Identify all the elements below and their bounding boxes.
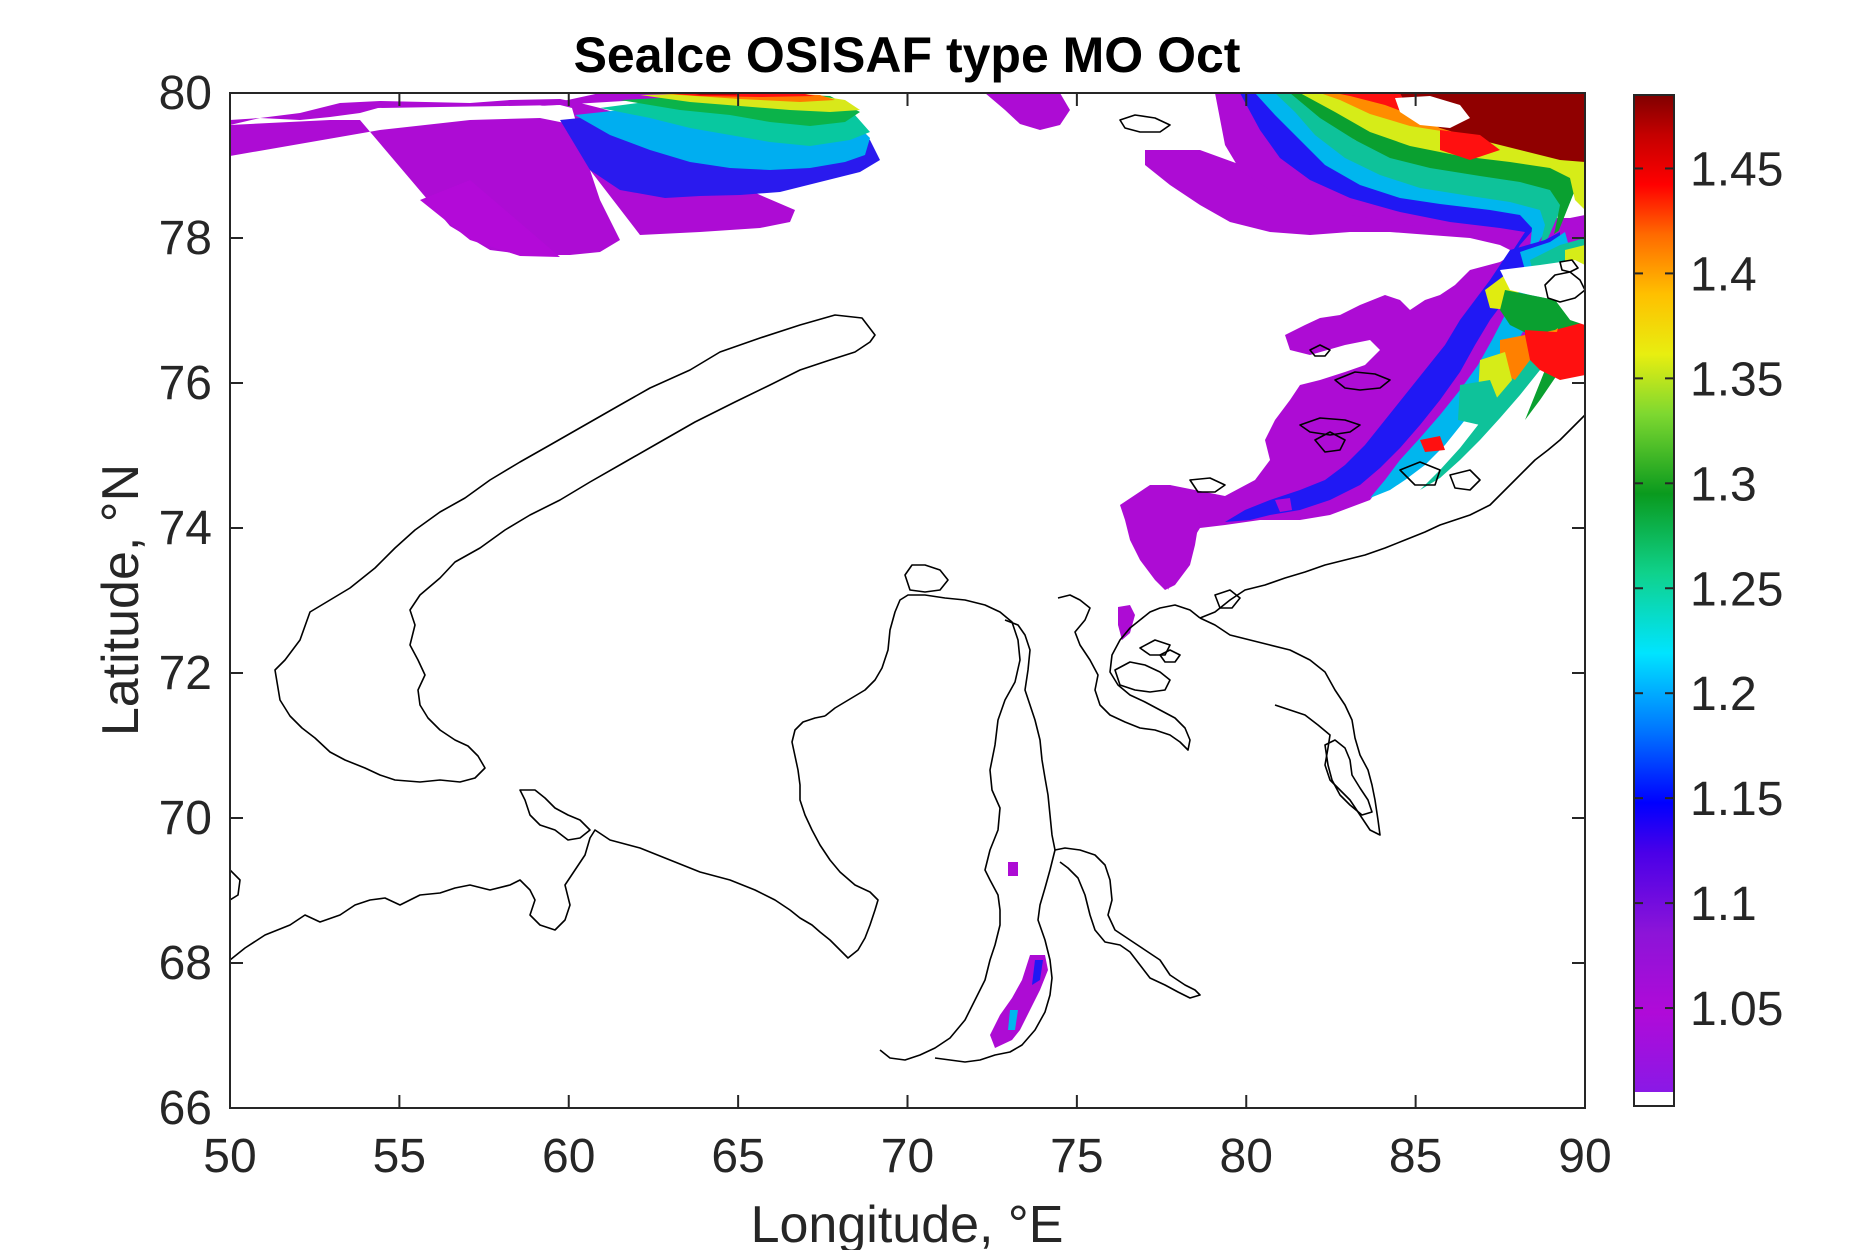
x-tick-label: 70 <box>881 1130 934 1183</box>
y-tick-label: 72 <box>159 647 212 700</box>
x-axis-label: Longitude, °E <box>751 1196 1064 1250</box>
colorbar-tick-label: 1.35 <box>1690 353 1783 406</box>
coastline-nordenskiold <box>1399 461 1481 491</box>
y-tick-label: 78 <box>159 212 212 265</box>
y-axis-label: Latitude, °N <box>92 464 150 736</box>
ice-region-kara-bits <box>1118 498 1292 640</box>
x-axis: 50 55 60 65 70 75 80 85 90 <box>203 93 1612 1183</box>
colorbar-tick-label: 1.15 <box>1690 773 1783 826</box>
colorbar-tick-label: 1.3 <box>1690 458 1757 511</box>
coastline-novaya-zemlya <box>274 314 876 783</box>
coastline-gydan <box>1057 594 1201 751</box>
ice-region-severnaya-zemlya <box>1145 93 1585 330</box>
plot-area <box>230 93 1585 1108</box>
x-tick-label: 75 <box>1050 1130 1103 1183</box>
x-tick-label: 55 <box>373 1130 426 1183</box>
x-tick-label: 85 <box>1389 1130 1442 1183</box>
y-tick-label: 68 <box>159 937 212 990</box>
y-tick-label: 70 <box>159 792 212 845</box>
y-tick-label: 66 <box>159 1082 212 1135</box>
y-tick-label: 76 <box>159 357 212 410</box>
colorbar-tick-label: 1.05 <box>1690 983 1783 1036</box>
coastline-sergeya-kirova <box>1334 371 1391 391</box>
ice-region-kara-northeast <box>1120 222 1585 590</box>
colorbar: 1.05 1.1 1.15 1.2 1.25 1.3 1.35 1.4 1.45 <box>1633 94 1783 1107</box>
colorbar-tick-label: 1.1 <box>1690 878 1757 931</box>
coastline-ushakov-islands <box>1309 344 1331 357</box>
coastline-isachenko <box>1189 477 1226 493</box>
coastline-vize-island <box>1299 417 1361 436</box>
colorbar-tick-label: 1.25 <box>1690 563 1783 616</box>
y-axis: 66 68 70 72 74 76 78 80 <box>159 67 1585 1135</box>
x-tick-label: 90 <box>1558 1130 1611 1183</box>
ice-region-northwest <box>230 99 795 257</box>
coastline-gydan-islands <box>1114 649 1181 693</box>
coastlines <box>230 114 1585 1063</box>
coastline-ob-gulf-east <box>934 619 1056 1063</box>
coastline-kanin <box>519 789 591 841</box>
colorbar-nodata <box>1634 1092 1674 1106</box>
x-tick-label: 80 <box>1220 1130 1273 1183</box>
colorbar-ticks: 1.05 1.1 1.15 1.2 1.25 1.3 1.35 1.4 1.45 <box>1634 143 1783 1036</box>
coastline-kanin-tip <box>230 869 241 901</box>
y-tick-label: 74 <box>159 502 212 555</box>
coastline-taz <box>1054 847 1201 999</box>
colorbar-tick-label: 1.45 <box>1690 143 1783 196</box>
coastline-yenisei-islands <box>1324 739 1373 816</box>
coastline-taymyr <box>1199 617 1381 836</box>
chart-title: SeaIce OSISAF type MO Oct <box>574 27 1241 83</box>
colorbar-gradient <box>1634 95 1674 1092</box>
coastline-taymyr-north <box>1199 414 1585 619</box>
x-tick-label: 60 <box>542 1130 595 1183</box>
colorbar-frame <box>1633 94 1675 1107</box>
x-tick-label: 65 <box>711 1130 764 1183</box>
ice-region-ob-gulf <box>990 862 1048 1048</box>
coastline-franz-josef-land <box>1119 114 1171 133</box>
colorbar-tick-label: 1.4 <box>1690 248 1757 301</box>
sea-ice-layer <box>230 93 1585 1048</box>
x-tick-label: 50 <box>203 1130 256 1183</box>
coastline-yamal <box>824 594 1021 1061</box>
coastline-kara-islands <box>1139 431 1346 656</box>
colorbar-tick-label: 1.2 <box>1690 668 1757 721</box>
coastline-severnaya-zemlya <box>1544 259 1585 303</box>
y-tick-label: 80 <box>159 67 212 120</box>
coastline-bely-island <box>904 564 949 593</box>
coastline-barents-south <box>230 715 879 961</box>
